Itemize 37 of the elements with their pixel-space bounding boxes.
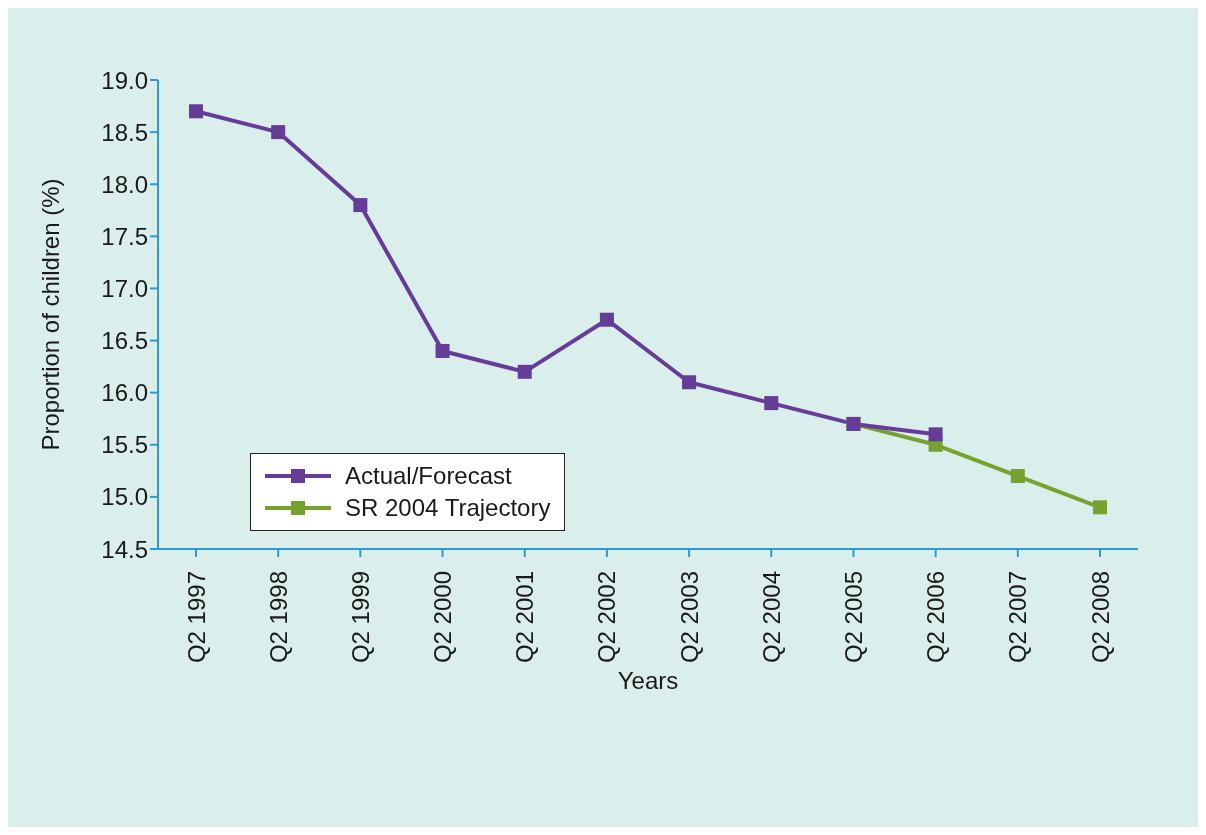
x-tick-label: Q2 2003 [675, 571, 703, 664]
point [271, 125, 286, 140]
x-tick-label: Q2 1998 [264, 571, 292, 664]
point [682, 375, 697, 390]
y-tick-label: 19.0 [101, 66, 148, 94]
x-tick-label: Q2 2007 [1004, 571, 1032, 664]
point [928, 427, 943, 442]
y-tick-label: 16.5 [101, 327, 148, 355]
point [764, 396, 779, 411]
y-tick-label: 17.5 [101, 222, 148, 250]
point [353, 198, 368, 213]
legend-label: Actual/Forecast [345, 461, 512, 491]
x-tick-label: Q2 2005 [839, 571, 867, 664]
point [517, 364, 532, 379]
x-tick-label: Q2 2006 [922, 571, 950, 664]
x-tick-label: Q2 2001 [511, 571, 539, 664]
x-axis-title: Years [617, 667, 679, 694]
y-axis-title: Proportion of children (%) [36, 178, 64, 451]
x-tick-label: Q2 2002 [593, 571, 621, 664]
point [1093, 500, 1107, 515]
y-tick-label: 18.5 [101, 118, 148, 146]
x-tick-label: Q2 2000 [429, 571, 457, 664]
point [435, 343, 450, 358]
x-tick-label: Q2 2008 [1086, 571, 1114, 664]
y-tick-label: 14.5 [101, 535, 148, 563]
x-tick-label: Q2 1997 [182, 571, 210, 664]
point [189, 104, 203, 119]
y-tick-label: 17.0 [101, 274, 148, 302]
x-tick-label: Q2 2004 [757, 571, 785, 664]
y-tick-label: 15.5 [101, 431, 148, 459]
y-tick-label: 18.0 [101, 170, 148, 198]
point [1010, 469, 1025, 484]
y-tick-label: 16.0 [101, 379, 148, 407]
x-tick-label: Q2 1999 [346, 571, 374, 664]
legend-label: SR 2004 Trajectory [345, 493, 551, 523]
point [599, 312, 614, 327]
y-tick-label: 15.0 [101, 483, 148, 511]
